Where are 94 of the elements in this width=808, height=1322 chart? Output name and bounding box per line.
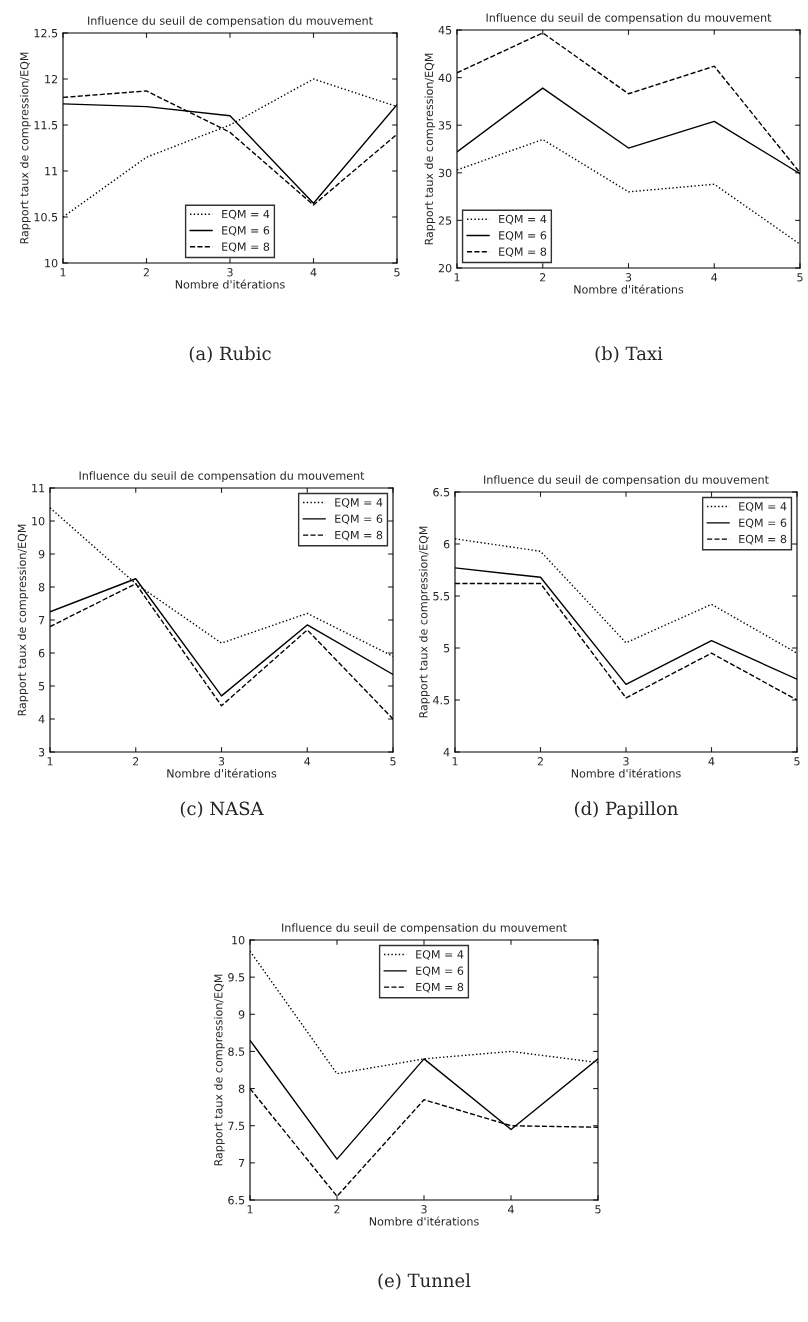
chart-title: Influence du seuil de compensation du mouvement <box>282 923 567 934</box>
x-tick-label: 1 <box>60 268 66 277</box>
x-tick-label: 4 <box>711 273 718 282</box>
y-tick-label: 3 <box>38 747 45 757</box>
y-axis-title: Rapport taux de compression/EQM <box>213 974 225 1166</box>
y-tick-label: 9.5 <box>228 973 245 982</box>
y-axis-title: Rapport taux de compression/EQM <box>424 53 436 245</box>
y-tick-label: 4 <box>443 748 450 757</box>
y-tick-label: 35 <box>438 121 452 130</box>
x-tick-label: 2 <box>143 268 149 277</box>
y-tick-label: 11.5 <box>34 121 58 130</box>
x-tick-label: 4 <box>304 757 311 766</box>
y-tick-label: 30 <box>438 168 452 178</box>
x-tick-label: 1 <box>452 757 458 766</box>
y-tick-label: 5 <box>443 644 450 653</box>
x-tick-label: 4 <box>310 268 317 277</box>
x-tick-label: 3 <box>421 1205 427 1214</box>
y-tick-label: 6.5 <box>433 487 450 497</box>
y-tick-label: 12 <box>45 74 58 84</box>
chart-title: Influence du seuil de compensation du mouvement <box>88 16 373 27</box>
chart-title: Influence du seuil de compensation du mouvement <box>79 471 365 482</box>
y-tick-label: 10 <box>45 258 58 268</box>
x-axis-title: Nombre d'itérations <box>167 768 277 778</box>
y-tick-label: 8.5 <box>228 1047 245 1056</box>
x-axis-title: Nombre d'itérations <box>574 284 684 294</box>
x-axis-title: Nombre d'itérations <box>571 768 681 778</box>
x-tick-label: 4 <box>508 1205 514 1214</box>
x-tick-label: 5 <box>390 757 396 766</box>
y-tick-label: 11 <box>45 167 58 176</box>
legend-label: EQM = 6 <box>499 231 547 241</box>
y-axis-title: Rapport taux de compression/EQM <box>19 52 31 244</box>
x-axis-title: Nombre d'itérations <box>175 279 285 289</box>
legend-label: EQM = 6 <box>222 226 270 236</box>
legend-label: EQM = 8 <box>416 982 464 993</box>
chart-title: Influence du seuil de compensation du mouvement <box>486 13 772 24</box>
x-tick-label: 1 <box>247 1205 253 1214</box>
legend-label: EQM = 8 <box>739 534 787 545</box>
y-tick-label: 4.5 <box>433 696 450 705</box>
y-axis-title: Rapport taux de compression/EQM <box>17 524 29 716</box>
chart-title: Influence du seuil de compensation du mouvement <box>484 475 769 486</box>
y-tick-label: 9 <box>238 1010 245 1019</box>
y-tick-label: 12.5 <box>34 28 58 38</box>
x-tick-label: 2 <box>540 273 546 282</box>
y-axis-title: Rapport taux de compression/EQM <box>418 526 430 718</box>
y-tick-label: 7.5 <box>228 1121 245 1131</box>
y-tick-label: 11 <box>32 484 45 493</box>
y-tick-label: 10 <box>232 935 245 945</box>
legend-label: EQM = 4 <box>222 209 270 220</box>
x-tick-label: 2 <box>334 1205 340 1214</box>
y-tick-label: 40 <box>438 73 452 82</box>
legend-label: EQM = 4 <box>739 502 787 512</box>
x-tick-label: 5 <box>595 1205 601 1214</box>
y-tick-label: 8 <box>238 1084 245 1093</box>
x-tick-label: 5 <box>797 273 803 282</box>
y-tick-label: 6.5 <box>228 1195 245 1205</box>
legend-label: EQM = 8 <box>335 530 383 541</box>
y-tick-label: 4 <box>38 715 45 724</box>
legend-label: EQM = 8 <box>499 247 547 258</box>
legend-label: EQM = 6 <box>739 518 787 529</box>
legend-label: EQM = 8 <box>222 242 270 253</box>
text: (e) Tunnel <box>378 1273 471 1290</box>
y-tick-label: 20 <box>438 263 452 273</box>
y-tick-label: 5.5 <box>433 592 450 601</box>
legend-label: EQM = 4 <box>416 950 464 960</box>
x-tick-label: 2 <box>133 757 139 766</box>
legend-label: EQM = 4 <box>499 214 547 225</box>
legend-label: EQM = 6 <box>335 514 383 525</box>
x-tick-label: 3 <box>625 273 632 282</box>
y-tick-label: 6 <box>443 539 450 549</box>
x-tick-label: 1 <box>47 757 53 766</box>
y-tick-label: 6 <box>38 648 45 658</box>
text: (c) NASA <box>180 801 264 818</box>
y-tick-label: 10 <box>32 516 45 526</box>
text: (d) Papillon <box>574 801 678 819</box>
y-tick-label: 8 <box>38 582 45 592</box>
x-tick-label: 2 <box>537 757 543 766</box>
x-tick-label: 3 <box>218 757 225 766</box>
x-tick-label: 5 <box>394 268 400 277</box>
x-tick-label: 1 <box>454 273 460 282</box>
y-tick-label: 45 <box>438 26 452 35</box>
y-tick-label: 7 <box>238 1158 245 1168</box>
x-tick-label: 3 <box>623 757 629 766</box>
legend-label: EQM = 6 <box>416 966 464 977</box>
legend-label: EQM = 4 <box>335 498 383 508</box>
y-tick-label: 9 <box>38 549 45 559</box>
text: (a) Rubic <box>189 346 271 363</box>
y-tick-label: 5 <box>38 682 45 691</box>
x-tick-label: 4 <box>708 757 715 766</box>
y-tick-label: 10.5 <box>34 212 58 222</box>
x-tick-label: 5 <box>794 757 800 766</box>
text: (b) Taxi <box>595 346 663 363</box>
y-tick-label: 25 <box>438 216 452 225</box>
y-tick-label: 7 <box>38 616 45 625</box>
x-axis-title: Nombre d'itérations <box>369 1216 479 1226</box>
